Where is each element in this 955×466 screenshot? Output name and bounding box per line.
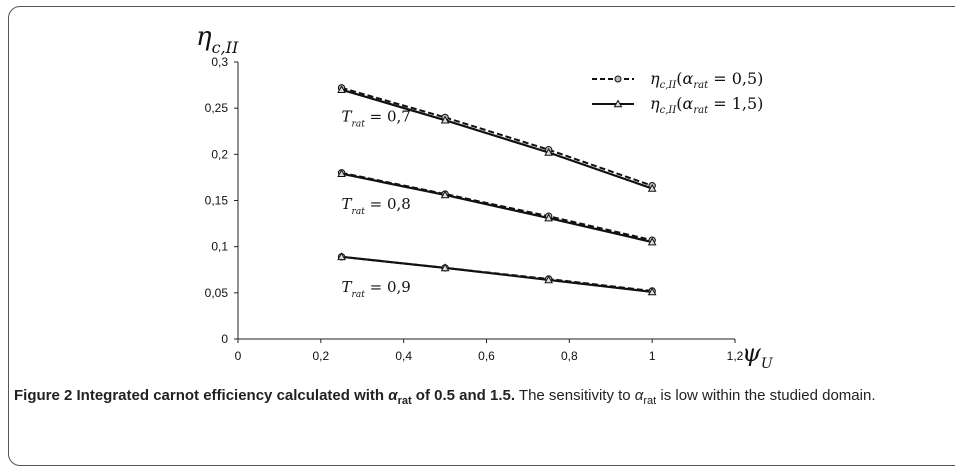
data-point-triangle [440,115,450,124]
data-point-triangle [647,237,657,246]
group-labels: Trat = 0,7 Trat = 0,8 Trat = 0,9 [342,107,411,300]
series-line [341,171,653,242]
y-tick-label: 0,2 [211,147,228,161]
line-chart: 00,050,10,150,20,250,30 0,2 0,4 0,6 0,8 1 1,2 … [196,22,774,372]
data-point-triangle [440,263,450,272]
data-point-triangle [337,252,346,261]
x-axis-title: ψU [742,339,774,372]
caption-bold-prefix: Figure 2 Integrated carnot efficiency ca… [14,387,389,404]
x-tick-label: 0,6 [478,349,495,363]
y-axis-title: ηc,II [196,22,239,57]
x-tick-label: 0,4 [395,349,412,363]
series-line [341,86,653,187]
data-point-triangle [647,183,657,192]
caption-normal-alpha-sub: rat [643,395,657,407]
data-point-triangle [440,190,450,199]
y-tick-label: 0,25 [205,101,229,115]
caption-bold-alpha-sub: rat [397,395,412,407]
x-tick-label: 1 [649,349,656,363]
series-markers [337,84,657,296]
legend-label: ηc,II(αrat = 0,5) [650,69,763,91]
legend-marker-circle [614,75,622,83]
data-point-triangle [337,85,346,93]
data-point-triangle [337,169,346,178]
caption-bold-suffix: of 0.5 and 1.5. [411,387,516,404]
series-line [341,255,653,294]
caption-normal-suffix: is low within the studied domain. [656,387,876,404]
y-tick-label: 0,3 [211,55,228,69]
group-label: Trat = 0,8 [342,195,411,217]
y-tick-label: 0,1 [211,240,228,254]
series-line [341,88,653,190]
group-label: Trat = 0,7 [342,107,411,129]
x-tick-label: 1,2 [727,349,744,363]
caption-normal-alpha: α [634,387,644,404]
figure-caption: Figure 2 Integrated carnot efficiency ca… [14,386,944,411]
caption-bold-alpha: α [388,387,398,404]
x-tick-label: 0 [235,349,242,363]
legend-label: ηc,II(αrat = 1,5) [650,94,763,116]
caption-normal-prefix: The sensitivity to [515,387,635,404]
data-point-triangle [647,287,657,296]
axis-titles: ηc,II ψU [196,22,774,372]
y-tick-label: 0,05 [205,286,229,300]
group-label: Trat = 0,9 [342,278,411,300]
series-lines [341,86,653,294]
x-tick-label: 0,8 [561,349,578,363]
series-line [341,172,653,244]
y-tick-label: 0,15 [205,194,229,208]
data-point-triangle [544,275,553,284]
data-point-triangle [544,147,553,156]
tick-labels: 0 0,05 0,1 0,15 0,2 0,25 0,3 0 0,2 0,4 0,6 0,8 1 1,2 [205,55,744,363]
legend: ηc,II(αrat = 0,5) ηc,II(αrat = 1,5) [592,69,763,116]
x-tick-label: 0,2 [312,349,329,363]
axes [234,61,736,343]
data-point-triangle [544,213,553,222]
legend-marker-triangle [613,99,623,108]
y-tick-label: 0 [221,332,228,346]
